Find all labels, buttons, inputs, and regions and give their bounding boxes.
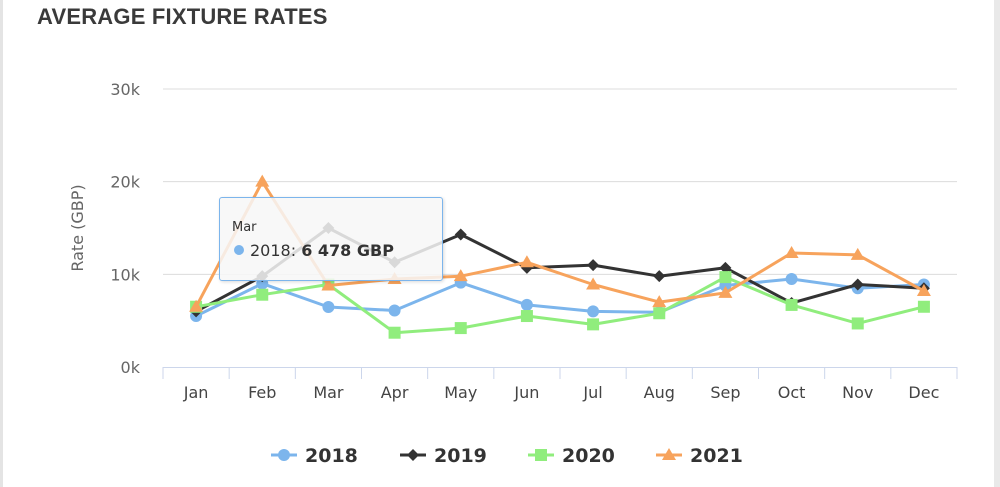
tooltip-value: 6 478 GBP [301,241,394,260]
data-point-2020-apr[interactable] [388,326,401,339]
legend-label: 2021 [690,445,743,467]
data-point-2019-may[interactable] [454,228,467,241]
legend-marker-circle[interactable] [278,449,290,461]
data-point-2018-jun[interactable] [520,298,533,311]
series-line-2018[interactable] [194,277,926,318]
y-tick-label: 10k [110,265,140,284]
x-tick-label: Jan [183,383,209,402]
legend-marker-diamond[interactable] [407,449,419,461]
x-tick-label: Feb [248,383,276,402]
x-tick-label: Jul [582,383,602,402]
data-point-2021-may[interactable] [453,269,468,282]
data-point-2018-mar[interactable] [322,300,335,313]
x-tick-label: Apr [381,383,409,402]
data-point-2020-sep[interactable] [719,271,732,284]
data-point-2019-aug[interactable] [653,270,666,283]
chart-title: AVERAGE FIXTURE RATES [37,4,328,29]
x-tick-label: Sep [710,383,740,402]
data-point-2020-feb[interactable] [256,288,269,301]
legend-label: 2020 [562,445,615,467]
data-point-2019-jul[interactable] [587,259,600,272]
legend-item-2019[interactable]: 2019 [400,445,487,467]
series-line-2020[interactable] [194,275,926,335]
data-point-2020-jun[interactable] [520,310,533,323]
data-point-2021-jun[interactable] [519,255,534,268]
data-point-2018-apr[interactable] [388,304,401,317]
legend-label: 2018 [305,445,358,467]
data-point-2020-aug[interactable] [653,307,666,320]
legend-marker-triangle[interactable] [662,448,676,460]
left-border [0,0,3,487]
data-point-2019-sep[interactable] [719,261,732,274]
x-tick-label: Jun [513,383,539,402]
data-point-2018-oct[interactable] [785,272,798,285]
legend-item-2018[interactable]: 2018 [271,445,358,467]
legend-item-2021[interactable]: 2021 [656,445,743,467]
data-point-2021-jul[interactable] [586,277,601,290]
legend-label: 2019 [434,445,487,467]
data-point-2020-nov[interactable] [851,317,864,330]
data-point-2021-feb[interactable] [255,174,270,187]
data-point-2018-jul[interactable] [587,305,600,318]
y-tick-label: 0k [121,358,141,377]
x-tick-label: May [444,383,477,402]
right-scrollbar[interactable] [994,0,1000,487]
x-tick-label: Oct [778,383,806,402]
data-point-2019-nov[interactable] [851,278,864,291]
legend-item-2020[interactable]: 2020 [528,445,615,467]
series-2020 [190,271,930,339]
data-point-2021-dec[interactable] [916,284,931,297]
data-point-2021-jan[interactable] [189,299,204,312]
data-point-2021-oct[interactable] [784,246,799,259]
tooltip-header: Mar [232,220,257,235]
tooltip-row: 2018: 6 478 GBP [234,241,394,260]
data-point-2021-aug[interactable] [652,295,667,308]
data-point-2021-nov[interactable] [850,247,865,260]
data-point-2020-may[interactable] [454,322,467,335]
y-tick-label: 20k [110,173,140,192]
x-tick-label: Aug [644,383,675,402]
x-tick-label: Nov [842,383,873,402]
y-axis-title: Rate (GBP) [68,184,87,271]
data-point-2021-sep[interactable] [718,285,733,298]
data-point-2020-oct[interactable] [785,298,798,311]
legend-marker-square[interactable] [535,449,547,461]
x-tick-label: Dec [908,383,939,402]
y-tick-label: 30k [110,80,140,99]
data-point-2020-dec[interactable] [917,300,930,313]
x-tick-label: Mar [313,383,344,402]
tooltip-series-label: 2018: [250,241,297,260]
data-point-2021-mar[interactable] [321,278,336,291]
tooltip: Mar 2018: 6 478 GBP [219,197,443,281]
data-point-2020-jul[interactable] [587,318,600,331]
tooltip-series-marker [234,245,244,255]
